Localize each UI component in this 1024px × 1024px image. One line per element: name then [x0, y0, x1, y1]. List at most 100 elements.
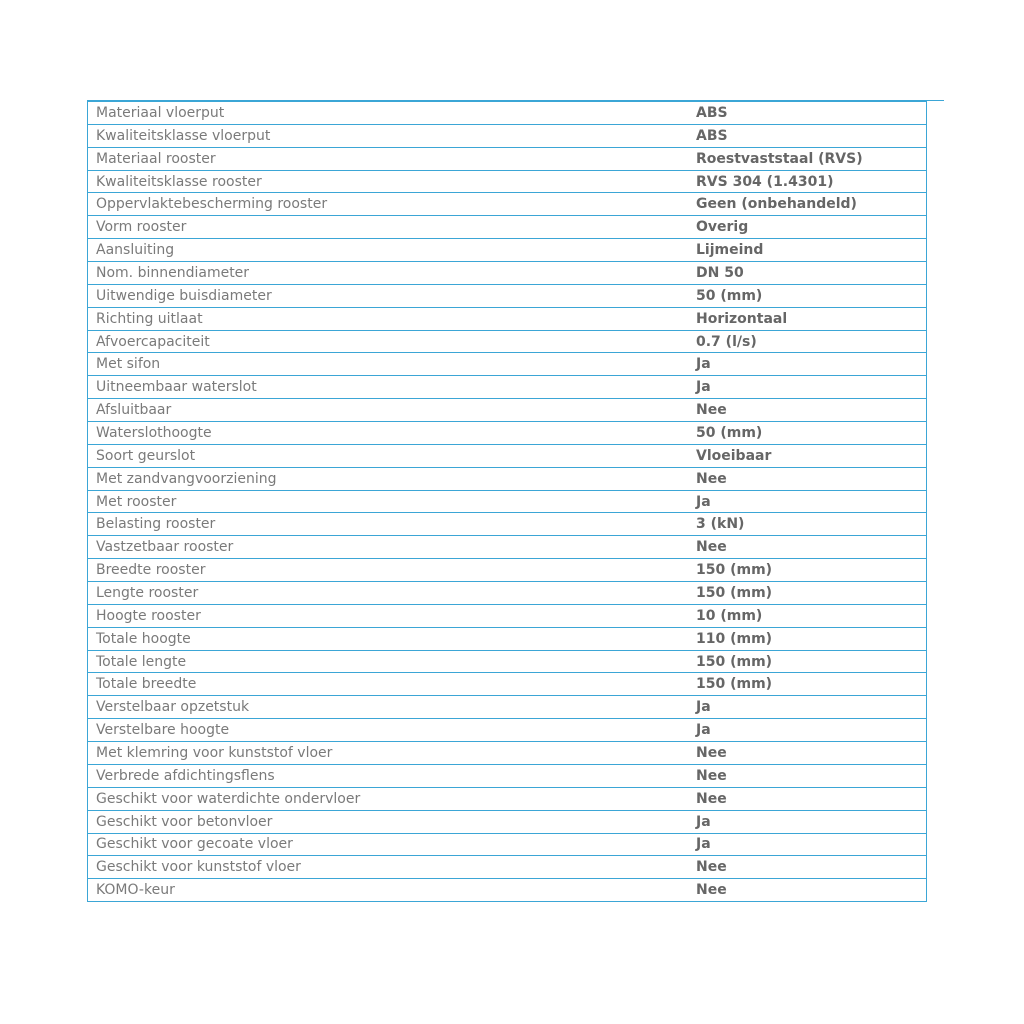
table-row: Afsluitbaar Nee — [87, 398, 927, 422]
spec-value: Nee — [696, 859, 727, 876]
table-row: Aansluiting Lijmeind — [87, 238, 927, 262]
table-row: Nom. binnendiameter DN 50 — [87, 261, 927, 285]
spec-value: Nee — [696, 402, 727, 419]
spec-label: Geschikt voor betonvloer — [96, 813, 273, 830]
spec-value: 0.7 (l/s) — [696, 333, 757, 350]
table-row: Vastzetbaar rooster Nee — [87, 535, 927, 559]
table-row: Geschikt voor gecoate vloer Ja — [87, 833, 927, 856]
spec-label: Uitneembaar waterslot — [96, 379, 257, 396]
spec-label: Soort geurslot — [96, 447, 196, 464]
table-row: Waterslothoogte 50 (mm) — [87, 421, 927, 445]
spec-label: Vastzetbaar rooster — [96, 539, 234, 556]
spec-value: ABS — [696, 104, 728, 121]
spec-value: Nee — [696, 767, 727, 784]
table-row: Richting uitlaat Horizontaal — [87, 307, 927, 330]
table-row: Met klemring voor kunststof vloer Nee — [87, 741, 927, 765]
spec-label: Geschikt voor gecoate vloer — [96, 836, 293, 853]
specifications-table: Materiaal vloerput ABS Kwaliteitsklasse vl… — [87, 101, 927, 903]
table-row: Breedte rooster 150 (mm) — [87, 558, 927, 582]
spec-value: Ja — [696, 699, 711, 716]
table-row: Materiaal rooster Roestvaststaal (RVS) — [87, 147, 927, 170]
table-row: Verstelbare hoogte Ja — [87, 718, 927, 742]
spec-value: 50 (mm) — [696, 287, 763, 304]
spec-label: Afvoercapaciteit — [96, 333, 210, 350]
spec-label: Oppervlaktebescherming rooster — [96, 196, 328, 213]
table-row: Lengte rooster 150 (mm) — [87, 581, 927, 605]
table-top-border — [87, 100, 944, 101]
table-row: Uitwendige buisdiameter 50 (mm) — [87, 284, 927, 307]
table-row: Hoogte rooster 10 (mm) — [87, 604, 927, 627]
table-row: Totale breedte 150 (mm) — [87, 672, 927, 696]
spec-value: Vloeibaar — [696, 447, 772, 464]
table-row: KOMO-keur Nee — [87, 878, 927, 902]
table-row: Materiaal vloerput ABS — [87, 101, 927, 125]
spec-label: Vorm rooster — [96, 219, 187, 236]
spec-label: Met sifon — [96, 356, 161, 373]
spec-label: KOMO-keur — [96, 882, 175, 899]
table-row: Afvoercapaciteit 0.7 (l/s) — [87, 330, 927, 353]
table-row: Oppervlaktebescherming rooster Geen (onbe… — [87, 192, 927, 216]
spec-value: Nee — [696, 882, 727, 899]
spec-value: Horizontaal — [696, 310, 788, 327]
spec-value: 150 (mm) — [696, 676, 773, 693]
table-row: Met sifon Ja — [87, 352, 927, 376]
spec-value: Ja — [696, 836, 711, 853]
spec-value: Lijmeind — [696, 242, 764, 259]
spec-value: Nee — [696, 539, 727, 556]
table-row: Geschikt voor kunststof vloer Nee — [87, 855, 927, 879]
spec-value: 150 (mm) — [696, 653, 773, 670]
spec-label: Materiaal rooster — [96, 150, 216, 167]
spec-label: Met zandvangvoorziening — [96, 470, 277, 487]
spec-label: Lengte rooster — [96, 584, 199, 601]
spec-label: Nom. binnendiameter — [96, 264, 250, 281]
spec-value: Nee — [696, 790, 727, 807]
spec-value: Nee — [696, 470, 727, 487]
spec-label: Uitwendige buisdiameter — [96, 287, 272, 304]
table-row: Met zandvangvoorziening Nee — [87, 467, 927, 490]
spec-value: Ja — [696, 379, 711, 396]
spec-label: Totale breedte — [96, 676, 197, 693]
spec-label: Geschikt voor waterdichte ondervloer — [96, 790, 361, 807]
spec-value: DN 50 — [696, 264, 744, 281]
spec-value: Geen (onbehandeld) — [696, 196, 857, 213]
specifications-body: Materiaal vloerput ABS Kwaliteitsklasse vl… — [87, 101, 927, 902]
spec-value: Ja — [696, 722, 711, 739]
spec-value: RVS 304 (1.4301) — [696, 173, 834, 190]
spec-value: Ja — [696, 493, 711, 510]
spec-value: 3 (kN) — [696, 516, 745, 533]
table-row: Belasting rooster 3 (kN) — [87, 512, 927, 536]
spec-label: Breedte rooster — [96, 562, 206, 579]
spec-value: 150 (mm) — [696, 584, 773, 601]
spec-label: Verbrede afdichtingsflens — [96, 767, 275, 784]
spec-value: Overig — [696, 219, 749, 236]
table-row: Verstelbaar opzetstuk Ja — [87, 695, 927, 719]
spec-label: Aansluiting — [96, 242, 175, 259]
spec-label: Met klemring voor kunststof vloer — [96, 744, 333, 761]
table-row: Soort geurslot Vloeibaar — [87, 444, 927, 467]
table-row: Met rooster Ja — [87, 490, 927, 513]
spec-label: Hoogte rooster — [96, 607, 201, 624]
spec-value: Ja — [696, 813, 711, 830]
spec-label: Richting uitlaat — [96, 310, 203, 327]
table-row: Kwaliteitsklasse rooster RVS 304 (1.4301) — [87, 170, 927, 193]
spec-label: Verstelbaar opzetstuk — [96, 699, 250, 716]
table-row: Verbrede afdichtingsflens Nee — [87, 764, 927, 787]
spec-label: Materiaal vloerput — [96, 104, 225, 121]
spec-label: Met rooster — [96, 493, 177, 510]
spec-value: 150 (mm) — [696, 562, 773, 579]
table-row: Geschikt voor waterdichte ondervloer Nee — [87, 787, 927, 810]
spec-value: 110 (mm) — [696, 630, 773, 647]
spec-value: ABS — [696, 127, 728, 144]
spec-label: Kwaliteitsklasse rooster — [96, 173, 262, 190]
spec-label: Waterslothoogte — [96, 424, 212, 441]
spec-label: Totale lengte — [96, 653, 187, 670]
spec-value: Nee — [696, 744, 727, 761]
spec-label: Afsluitbaar — [96, 402, 172, 419]
table-row: Totale lengte 150 (mm) — [87, 650, 927, 673]
spec-label: Totale hoogte — [96, 630, 191, 647]
table-row: Uitneembaar waterslot Ja — [87, 375, 927, 399]
spec-value: Roestvaststaal (RVS) — [696, 150, 863, 167]
spec-value: Ja — [696, 356, 711, 373]
table-row: Geschikt voor betonvloer Ja — [87, 810, 927, 833]
table-row: Kwaliteitsklasse vloerput ABS — [87, 124, 927, 147]
